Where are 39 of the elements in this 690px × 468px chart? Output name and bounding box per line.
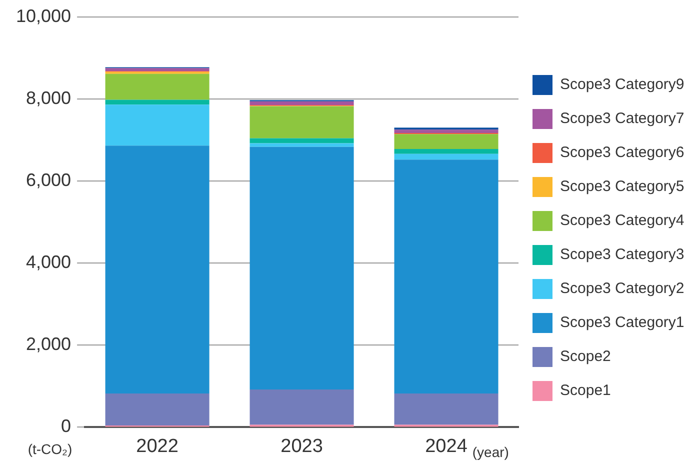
y-axis-title: (t-CO₂) (28, 441, 72, 458)
y-tick-label: 0 (61, 416, 72, 436)
legend-label: Scope3 Category5 (560, 178, 684, 196)
bar (394, 134, 498, 149)
bar (250, 146, 354, 390)
bar (394, 148, 498, 154)
legend-label: Scope3 Category9 (560, 76, 684, 94)
bar (105, 146, 210, 394)
bar (105, 104, 210, 146)
legend-label: Scope1 (560, 382, 611, 400)
x-tick-label: 2024 (425, 436, 468, 457)
x-tick-label: 2023 (280, 436, 323, 457)
bar (250, 106, 354, 138)
bar (250, 389, 354, 425)
legend-label: Scope2 (560, 348, 611, 366)
x-tick-label: 2022 (136, 436, 178, 457)
bar (105, 394, 210, 426)
legend-label: Scope3 Category1 (560, 314, 684, 332)
bar (394, 130, 498, 133)
legend-label: Scope3 Category7 (560, 110, 684, 128)
bar (394, 394, 498, 425)
bar (250, 143, 354, 147)
bar (394, 160, 498, 394)
y-tick-label: 8,000 (26, 88, 72, 108)
bar (394, 154, 498, 160)
y-tick-label: 4,000 (26, 252, 72, 272)
bar (250, 101, 354, 106)
bar (105, 74, 210, 100)
bar (250, 138, 354, 144)
y-tick-label: 10,000 (16, 6, 72, 26)
legend-label: Scope3 Category3 (560, 246, 684, 264)
y-tick-label: 6,000 (26, 170, 72, 190)
legend-label: Scope3 Category2 (560, 280, 684, 298)
x-axis-title: (year) (472, 444, 509, 460)
y-tick-label: 2,000 (26, 334, 72, 354)
bar (105, 68, 210, 71)
legend-label: Scope3 Category6 (560, 144, 684, 162)
bar (105, 100, 210, 105)
legend-label: Scope3 Category4 (560, 212, 684, 230)
